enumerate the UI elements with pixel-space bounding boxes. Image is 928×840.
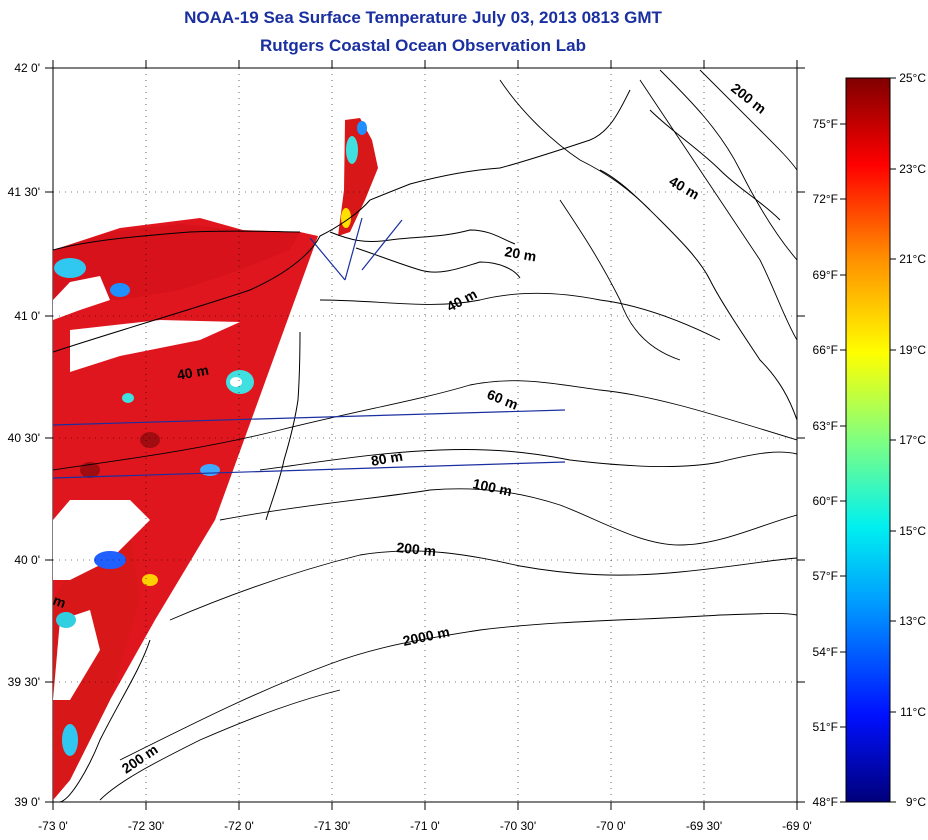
colorbar-c-23: 23°C <box>899 162 926 176</box>
transect-lines <box>53 217 566 479</box>
lat-label-39n: 39 0' <box>14 795 40 809</box>
lat-label-42n: 42 0' <box>14 61 40 75</box>
colorbar-f-66: 66°F <box>813 343 838 357</box>
contour-label-m-edge: m <box>51 592 68 611</box>
lat-label-40n: 40 0' <box>14 553 40 567</box>
axis-ticks <box>45 60 805 810</box>
colorbar-f-69: 69°F <box>813 268 838 282</box>
colorbar-f-54: 54°F <box>813 645 838 659</box>
colorbar-f-75: 75°F <box>813 117 838 131</box>
colorbar-c-13: 13°C <box>899 614 926 628</box>
sst-swath <box>53 118 378 800</box>
coastline <box>53 89 797 802</box>
colorbar-f-63: 63°F <box>813 419 838 433</box>
contour-label-20m: 20 m <box>503 243 537 264</box>
colorbar-c-21: 21°C <box>899 252 926 266</box>
colorbar-c-15: 15°C <box>899 524 926 538</box>
lat-label-41-30n: 41 30' <box>8 185 40 199</box>
colorbar-c-19: 19°C <box>899 343 926 357</box>
contour-label-200m: 200 m <box>396 539 437 559</box>
lon-label-70w: -70 0' <box>596 819 626 833</box>
colorbar-c-11: 11°C <box>900 705 926 719</box>
colorbar-f-60: 60°F <box>813 494 838 508</box>
contour-label-40m-west: 40 m <box>176 362 210 383</box>
graticule <box>53 68 797 802</box>
lon-label-72-30w: -72 30' <box>128 819 164 833</box>
lat-label-39-30n: 39 30' <box>8 675 40 689</box>
lon-label-71w: -71 0' <box>410 819 440 833</box>
lat-label-40-30n: 40 30' <box>8 431 40 445</box>
bathymetry-contours <box>53 69 797 801</box>
map-subtitle: Rutgers Coastal Ocean Observation Lab <box>260 36 586 55</box>
colorbar-f-51: 51°F <box>813 720 838 734</box>
colorbar-c-9: 9°C <box>906 795 926 809</box>
lon-label-69-30w: -69 30' <box>686 819 722 833</box>
lon-label-73w: -73 0' <box>38 819 68 833</box>
map-title: NOAA-19 Sea Surface Temperature July 03,… <box>184 8 662 27</box>
lat-label-41n: 41 0' <box>14 309 40 323</box>
lon-label-72w: -72 0' <box>224 819 254 833</box>
lon-label-70-30w: -70 30' <box>500 819 536 833</box>
lon-label-69w: -69 0' <box>782 819 812 833</box>
colorbar-c-25: 25°C <box>899 71 926 85</box>
colorbar-c-17: 17°C <box>899 433 926 447</box>
colorbar-f-57: 57°F <box>813 569 838 583</box>
colorbar: 25°C 23°C 21°C 19°C 17°C 15°C 13°C 11°C … <box>813 71 927 809</box>
contour-label-80m: 80 m <box>370 448 404 469</box>
colorbar-scale <box>845 77 891 803</box>
colorbar-f-72: 72°F <box>813 192 838 206</box>
colorbar-f-48: 48°F <box>813 795 838 809</box>
lon-label-71-30w: -71 30' <box>314 819 350 833</box>
